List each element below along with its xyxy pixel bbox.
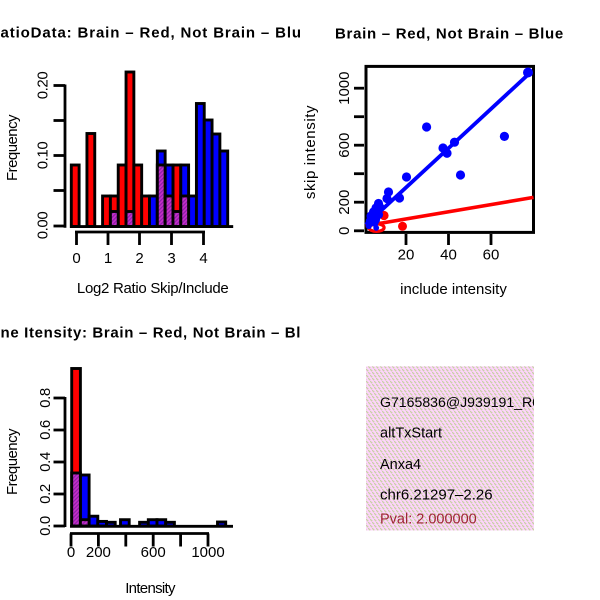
svg-text:1000: 1000 — [336, 72, 353, 105]
svg-text:0: 0 — [67, 544, 75, 561]
svg-text:chr6.21297–2.26: chr6.21297–2.26 — [380, 486, 493, 503]
svg-text:4: 4 — [199, 250, 207, 267]
svg-text:Frequency: Frequency — [4, 428, 21, 495]
svg-text:Intensity: Intensity — [125, 580, 176, 597]
svg-text:Gene Itensity: Brain – Red, No: Gene Itensity: Brain – Red, Not Brain – … — [0, 325, 320, 342]
svg-text:40: 40 — [440, 247, 457, 264]
svg-text:Pval: 2.000000: Pval: 2.000000 — [380, 511, 477, 527]
svg-text:20: 20 — [398, 247, 415, 264]
svg-text:0.20: 0.20 — [35, 72, 52, 100]
svg-text:0.8: 0.8 — [37, 388, 54, 408]
svg-text:0: 0 — [72, 250, 80, 267]
svg-text:Frequency: Frequency — [4, 114, 21, 181]
svg-text:0.4: 0.4 — [37, 452, 54, 472]
svg-text:Anxa4: Anxa4 — [380, 457, 421, 473]
svg-text:skip intensity: skip intensity — [302, 105, 319, 199]
svg-text:G7165836@J939191_R01: G7165836@J939191_R01 — [380, 394, 548, 410]
svg-text:200: 200 — [86, 544, 111, 561]
svg-text:1000: 1000 — [191, 544, 224, 561]
svg-text:1: 1 — [104, 250, 112, 267]
svg-text:60: 60 — [483, 247, 500, 264]
svg-text:Log2 Ratio Skip/Include: Log2 Ratio Skip/Include — [77, 280, 229, 297]
svg-text:600: 600 — [336, 133, 353, 158]
svg-text:0: 0 — [336, 227, 353, 235]
svg-text:0.10: 0.10 — [35, 142, 52, 170]
svg-text:altTxStart: altTxStart — [380, 425, 442, 441]
svg-text:0.6: 0.6 — [37, 420, 54, 440]
svg-text:200: 200 — [336, 190, 353, 215]
svg-text:0.0: 0.0 — [37, 516, 54, 536]
svg-text:2: 2 — [135, 250, 143, 267]
svg-text:0.00: 0.00 — [35, 212, 52, 240]
svg-text:include intensity: include intensity — [400, 281, 507, 298]
svg-text:600: 600 — [141, 544, 166, 561]
svg-text:3: 3 — [167, 250, 175, 267]
svg-text:0.2: 0.2 — [37, 484, 54, 504]
svg-text:Log2RatioData: Brain – Red, No: Log2RatioData: Brain – Red, Not Brain – … — [0, 25, 311, 42]
svg-text:Brain – Red, Not Brain – Blue: Brain – Red, Not Brain – Blue — [335, 26, 564, 43]
